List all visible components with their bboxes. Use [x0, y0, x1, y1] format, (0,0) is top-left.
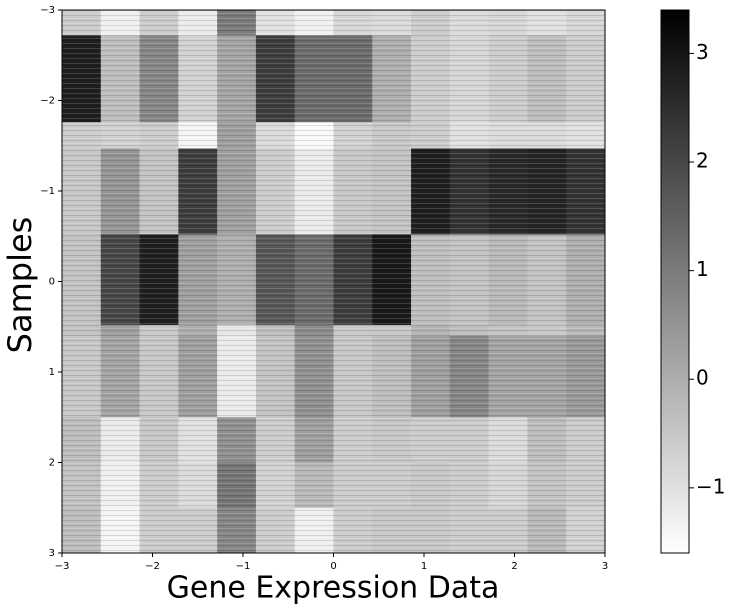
x-tick-label: 0: [330, 561, 336, 572]
colorbar-tick-label: −1: [696, 474, 725, 498]
x-tick-label: 3: [602, 561, 608, 572]
y-axis-label: Samples: [1, 217, 39, 354]
colorbar-tick-label: 1: [696, 257, 709, 281]
y-tick-label: 2: [49, 458, 55, 469]
colorbar-tick-label: 0: [696, 366, 709, 390]
texture: [62, 10, 605, 553]
y-tick-label: −2: [40, 96, 55, 107]
colorbar-tick-label: 3: [696, 40, 709, 64]
y-tick-label: 1: [49, 367, 55, 378]
x-tick-label: −2: [145, 561, 160, 572]
x-axis-label: Gene Expression Data: [167, 571, 500, 606]
x-tick-label: −1: [236, 561, 251, 572]
y-tick-label: 0: [49, 277, 55, 288]
x-tick-label: −3: [55, 561, 70, 572]
x-tick-label: 2: [511, 561, 517, 572]
colorbar: [660, 9, 690, 554]
x-tick-label: 1: [421, 561, 427, 572]
colorbar-tick-label: 2: [696, 149, 709, 173]
y-tick-label: 3: [49, 548, 55, 559]
y-tick-label: −3: [40, 5, 55, 16]
y-tick-label: −1: [40, 186, 55, 197]
